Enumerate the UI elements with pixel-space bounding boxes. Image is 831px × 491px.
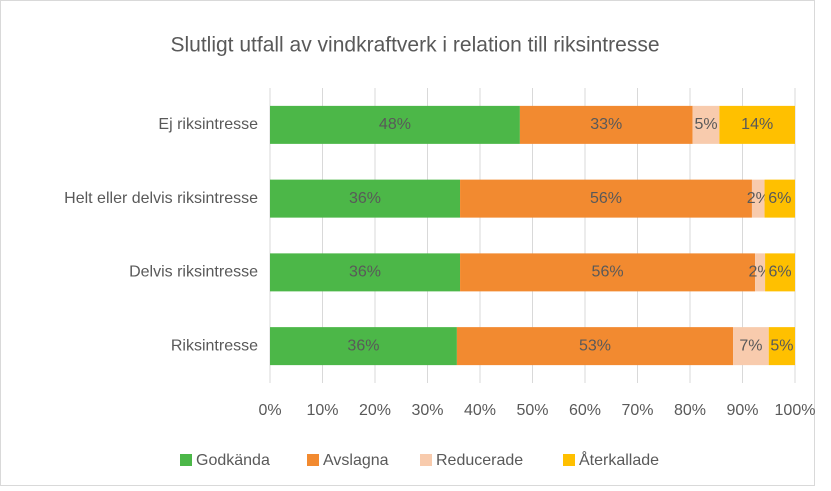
x-tick-label: 50%	[516, 402, 548, 419]
chart-title: Slutligt utfall av vindkraftverk i relat…	[170, 34, 659, 57]
bar-segment	[519, 105, 693, 144]
value-label: 36%	[347, 337, 379, 354]
value-label: 53%	[579, 337, 611, 354]
x-tick-label: 70%	[621, 402, 653, 419]
value-label: 14%	[741, 116, 773, 133]
legend-swatch	[563, 454, 575, 466]
legend-swatch	[180, 454, 192, 466]
x-tick-label: 0%	[258, 402, 281, 419]
legend-swatch	[420, 454, 432, 466]
y-tick-label: Helt eller delvis riksintresse	[64, 190, 258, 207]
legend-label: Återkallade	[579, 450, 659, 469]
value-label: 33%	[590, 116, 622, 133]
x-tick-label: 80%	[674, 402, 706, 419]
legend-label: Avslagna	[323, 452, 389, 469]
value-label: 6%	[768, 190, 791, 207]
legend-label: Godkända	[196, 452, 270, 469]
bar-segment	[456, 327, 734, 366]
bar-segment	[719, 105, 795, 144]
bar-segment	[751, 179, 765, 218]
value-label: 56%	[592, 264, 624, 281]
legend-label: Reducerade	[436, 452, 523, 469]
bar-segment	[755, 253, 766, 292]
x-tick-label: 100%	[775, 402, 816, 419]
bar-segment	[768, 327, 795, 366]
bar-segment	[692, 105, 720, 144]
bar-segment	[270, 179, 461, 218]
y-tick-label: Delvis riksintresse	[129, 264, 258, 281]
x-tick-label: 20%	[359, 402, 391, 419]
value-label: 5%	[694, 116, 717, 133]
bar-segment	[460, 253, 756, 292]
value-label: 36%	[349, 264, 381, 281]
y-tick-label: Ej riksintresse	[158, 116, 258, 133]
bar-segment	[270, 105, 520, 144]
x-tick-label: 60%	[569, 402, 601, 419]
bar-segment	[460, 179, 752, 218]
x-tick-label: 90%	[726, 402, 758, 419]
bar-segment	[765, 253, 795, 292]
x-tick-label: 40%	[464, 402, 496, 419]
value-label: 36%	[349, 190, 381, 207]
value-label: 56%	[590, 190, 622, 207]
value-label: 6%	[768, 264, 791, 281]
value-label: 7%	[739, 337, 762, 354]
bar-segment	[270, 253, 461, 292]
x-tick-label: 30%	[411, 402, 443, 419]
legend-swatch	[307, 454, 319, 466]
value-label: 5%	[770, 337, 793, 354]
bar-segment	[733, 327, 769, 366]
x-tick-label: 10%	[306, 402, 338, 419]
chart-border	[0, 0, 815, 486]
value-label: 48%	[379, 116, 411, 133]
y-tick-label: Riksintresse	[171, 337, 258, 354]
bar-segment	[764, 179, 795, 218]
value-label: 2%	[747, 190, 770, 207]
bar-segment	[270, 327, 457, 366]
